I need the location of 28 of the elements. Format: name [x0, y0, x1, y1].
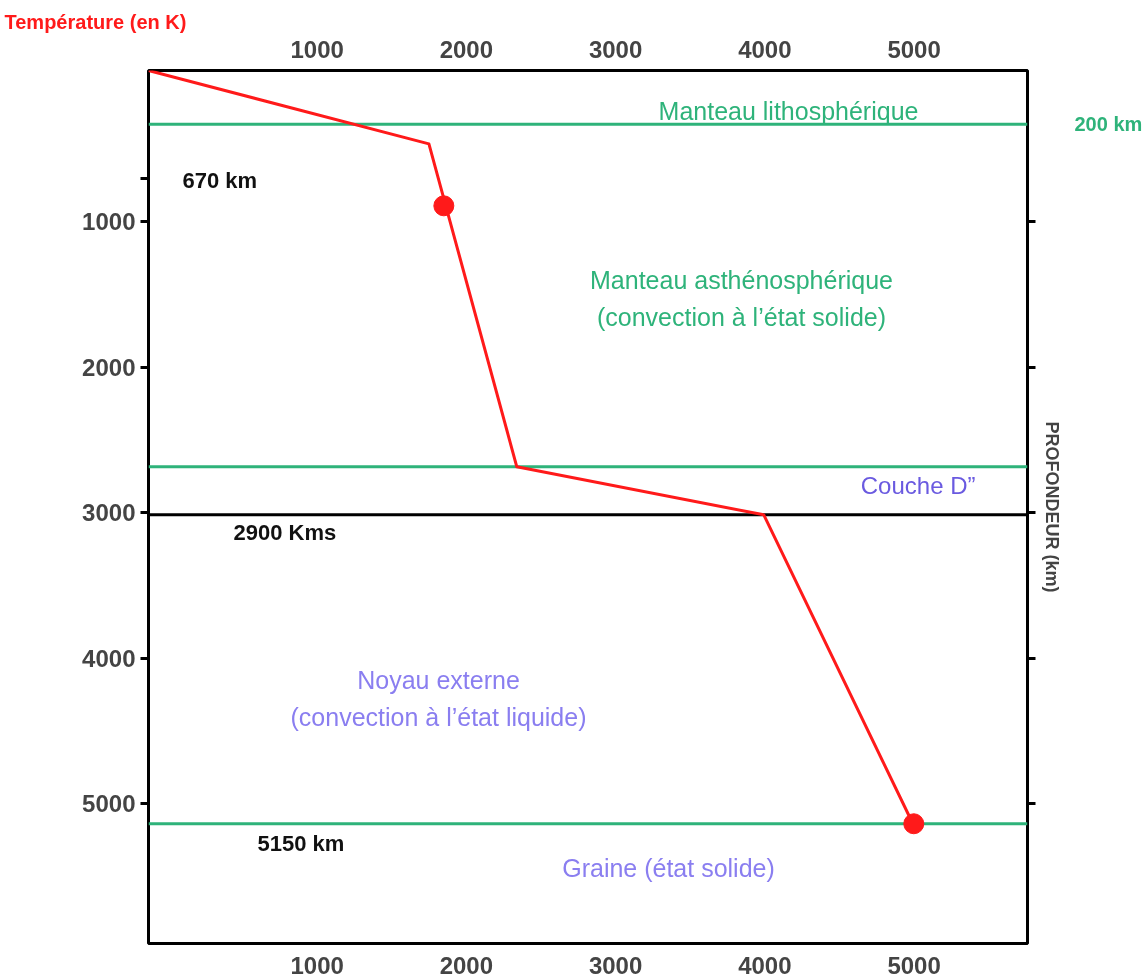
x2-tick-label: 3000 — [588, 951, 643, 979]
y-axis-title: PROFONDEUR (km) — [1041, 421, 1062, 593]
x-tick-label: 5000 — [887, 35, 941, 63]
y-tick-label: 5000 — [82, 790, 136, 818]
y-tick-label: 4000 — [82, 644, 136, 672]
x-tick-label: 1000 — [290, 35, 344, 63]
x2-tick-label: 5000 — [887, 951, 941, 979]
annotation: 670 km — [182, 168, 258, 193]
y-tick-label: 3000 — [82, 499, 136, 527]
y-tick-label: 1000 — [82, 208, 136, 236]
annotation: (convection à l’état solide) — [596, 302, 887, 331]
x2-tick-label: 1000 — [290, 951, 344, 979]
x-tick-label: 3000 — [588, 35, 643, 63]
ref-line-label: 2900 Kms — [233, 520, 337, 546]
x2-tick-label: 4000 — [738, 951, 792, 979]
x-tick-label: 4000 — [738, 35, 792, 63]
annotation: Graine (état solide) — [562, 853, 775, 882]
ref-line-label: 5150 km — [257, 831, 345, 857]
annotation: Manteau lithosphérique — [658, 96, 919, 125]
annotation: Noyau externe — [357, 665, 520, 694]
x-tick-label: 2000 — [439, 35, 494, 63]
ref-line-label: 200 km — [1074, 113, 1143, 136]
annotation: (convection à l’état liquide) — [290, 702, 587, 731]
ref-line-label: Couche D” — [860, 472, 976, 500]
x2-tick-label: 2000 — [439, 951, 494, 979]
annotation: Manteau asthénosphérique — [590, 265, 894, 294]
y-tick-label: 2000 — [82, 353, 136, 381]
x-axis-title: Température (en K) — [4, 10, 187, 33]
